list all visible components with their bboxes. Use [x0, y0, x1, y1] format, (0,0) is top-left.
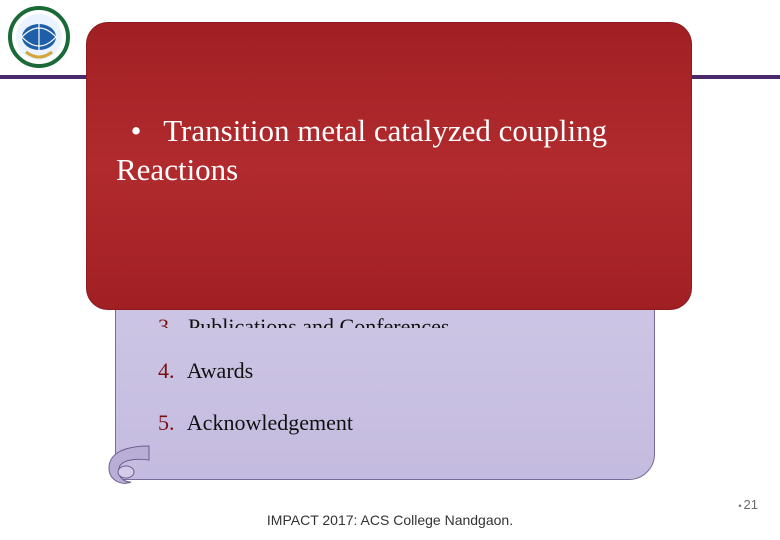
highlight-bullet: • Transition metal catalyzed coupling Re… [116, 112, 662, 190]
list-label: Acknowledgement [187, 410, 353, 435]
list-item: 5. Acknowledgement [158, 410, 628, 436]
list-label: Awards [187, 358, 253, 383]
institution-logo [8, 6, 70, 68]
bullet-icon: • [116, 112, 156, 151]
highlight-text: Transition metal catalyzed coupling Reac… [116, 113, 607, 187]
list-item: 4. Awards [158, 358, 628, 384]
list-item: 3. Publications and Conferences [158, 314, 628, 328]
list-number: 4. [158, 358, 175, 383]
list-label: Publications and Conferences [188, 314, 450, 328]
bullet-icon: • [738, 501, 741, 511]
page-number: •21 [738, 497, 758, 512]
list-number: 3. [158, 314, 175, 328]
page-number-value: 21 [744, 497, 758, 512]
list-number: 5. [158, 410, 175, 435]
footer-text: IMPACT 2017: ACS College Nandgaon. [0, 512, 780, 528]
outline-list: 3. Publications and Conferences 4. Award… [158, 316, 628, 462]
scroll-curl-icon [103, 444, 151, 488]
highlight-card: • Transition metal catalyzed coupling Re… [86, 22, 692, 310]
